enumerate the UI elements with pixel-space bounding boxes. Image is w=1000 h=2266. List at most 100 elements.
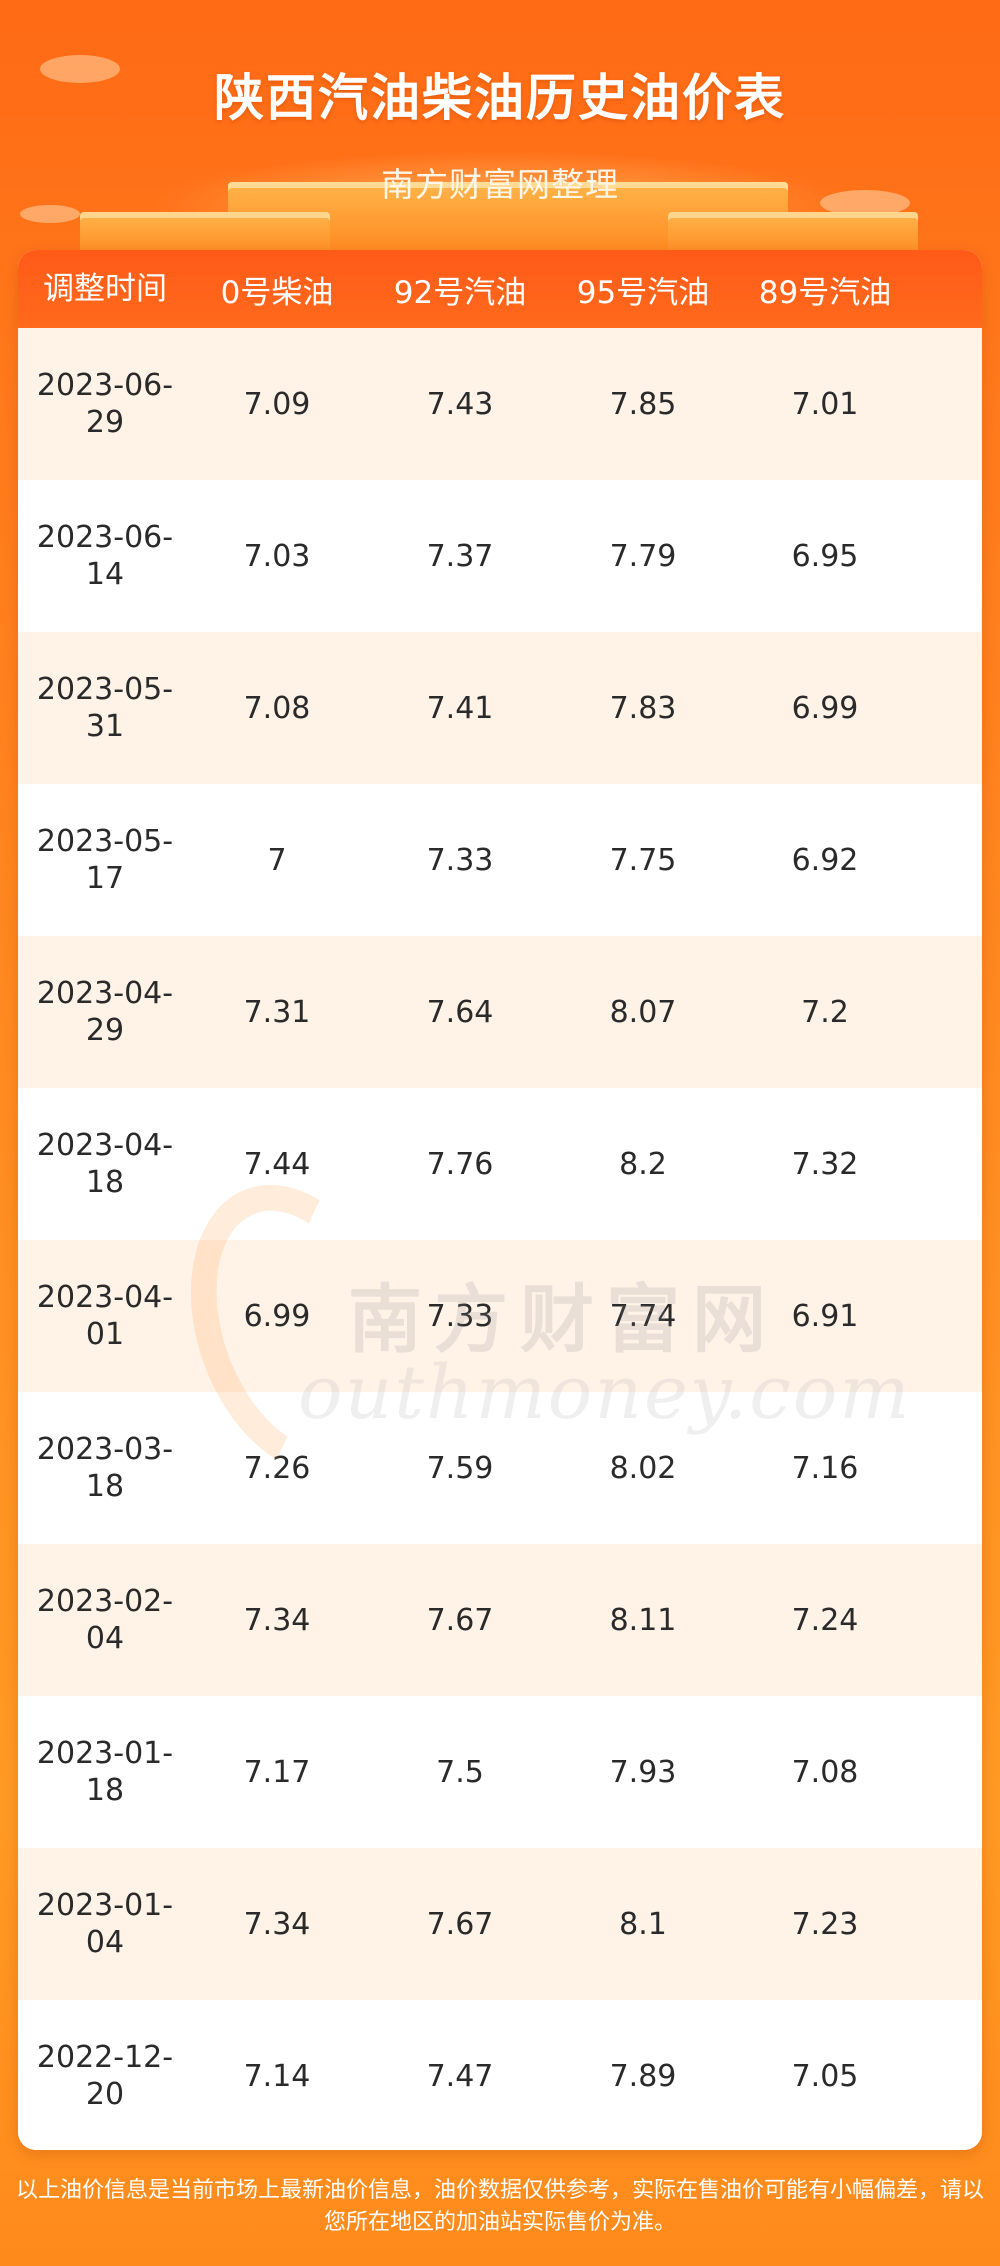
- cell-date: 2023-01- 04: [18, 1887, 186, 1961]
- cell-gas-92: 7.43: [426, 386, 494, 422]
- table-row: 2023-02- 04 7.34 7.67 8.11 7.24: [18, 1544, 982, 1696]
- header-gas-95: 95号汽油: [576, 274, 710, 311]
- cell-date: 2023-05- 17: [18, 823, 186, 897]
- cell-gas-92: 7.37: [426, 538, 494, 574]
- table-row: 2022-12- 20 7.14 7.47 7.89 7.05: [18, 2000, 982, 2150]
- disclaimer-note: 以上油价信息是当前市场上最新油价信息，油价数据仅供参考，实际在售油价可能有小幅偏…: [15, 2178, 984, 2235]
- table-body: 2023-06- 29 7.09 7.43 7.85 7.01 2023-06- 14 7.03…: [18, 328, 982, 2150]
- cell-date-part1: 2023-05-: [36, 824, 174, 859]
- cell-date: 2023-02- 04: [18, 1583, 186, 1657]
- cell-date-part1: 2023-06-: [36, 520, 174, 555]
- cell-gas-89: 7.16: [791, 1450, 859, 1486]
- cell-diesel-0: 7.26: [243, 1450, 311, 1486]
- page-title: 陕西汽油柴油历史油价表: [214, 69, 786, 127]
- cell-gas-95: 7.85: [609, 386, 677, 422]
- header-gas-89: 89号汽油: [758, 274, 892, 311]
- cell-date: 2023-06- 14: [18, 519, 186, 593]
- cell-date: 2023-04- 18: [18, 1127, 186, 1201]
- cell-date-part2: 17: [85, 861, 125, 896]
- cell-gas-89: 7.05: [791, 2058, 859, 2094]
- cell-date-part1: 2023-04-: [36, 976, 174, 1011]
- table-row: 2023-03- 18 7.26 7.59 8.02 7.16: [18, 1392, 982, 1544]
- cell-date-part2: 01: [85, 1317, 125, 1352]
- table-row: 2023-01- 18 7.17 7.5 7.93 7.08: [18, 1696, 982, 1848]
- cell-date-part1: 2023-01-: [36, 1888, 174, 1923]
- cell-date-part2: 14: [85, 557, 125, 592]
- cell-date-part2: 31: [85, 709, 125, 744]
- cell-gas-95: 7.83: [609, 690, 677, 726]
- cell-date-part1: 2023-04-: [36, 1128, 174, 1163]
- cell-gas-92: 7.59: [426, 1450, 494, 1486]
- cell-gas-95: 7.75: [609, 842, 677, 878]
- table-row: 2023-05- 31 7.08 7.41 7.83 6.99: [18, 632, 982, 784]
- cell-date-part1: 2023-01-: [36, 1736, 174, 1771]
- page-subtitle: 南方财富网整理: [381, 165, 619, 204]
- cell-gas-95: 8.1: [619, 1906, 667, 1942]
- cell-diesel-0: 6.99: [243, 1298, 311, 1334]
- table-row: 2023-04- 29 7.31 7.64 8.07 7.2: [18, 936, 982, 1088]
- cell-date-part2: 29: [85, 405, 125, 440]
- cell-diesel-0: 7.17: [243, 1754, 311, 1790]
- header-gas-92: 92号汽油: [393, 274, 527, 311]
- cell-gas-89: 7.24: [791, 1602, 859, 1638]
- cell-gas-89: 7.08: [791, 1754, 859, 1790]
- cell-diesel-0: 7.34: [243, 1602, 311, 1638]
- cell-gas-92: 7.33: [426, 842, 494, 878]
- cell-gas-89: 6.91: [791, 1298, 859, 1334]
- cell-gas-89: 7.23: [791, 1906, 859, 1942]
- cell-date: 2023-06- 29: [18, 367, 186, 441]
- cell-date: 2023-05- 31: [18, 671, 186, 745]
- cell-date: 2023-04- 29: [18, 975, 186, 1049]
- cell-diesel-0: 7.09: [243, 386, 311, 422]
- cell-gas-95: 7.89: [609, 2058, 677, 2094]
- cell-gas-92: 7.41: [426, 690, 494, 726]
- cell-diesel-0: 7.14: [243, 2058, 311, 2094]
- cell-date-part2: 18: [85, 1469, 125, 1504]
- cell-date: 2023-04- 01: [18, 1279, 186, 1353]
- cell-diesel-0: 7.34: [243, 1906, 311, 1942]
- table-row: 2023-04- 01 6.99 7.33 7.74 6.91: [18, 1240, 982, 1392]
- cell-gas-95: 8.02: [609, 1450, 677, 1486]
- cloud-decoration: [820, 190, 910, 216]
- cell-diesel-0: 7.31: [243, 994, 311, 1030]
- cell-date-part2: 04: [85, 1621, 125, 1656]
- cell-date-part2: 18: [85, 1773, 125, 1808]
- price-table-card: 调整时间 0号柴油 92号汽油 95号汽油 89号汽油 2023-06- 29 7.…: [18, 250, 982, 2150]
- cell-gas-92: 7.76: [426, 1146, 494, 1182]
- podium-decoration: [668, 212, 918, 257]
- header-date: 调整时间: [43, 270, 167, 307]
- cloud-decoration: [20, 205, 80, 223]
- cell-gas-92: 7.33: [426, 1298, 494, 1334]
- cell-diesel-0: 7.08: [243, 690, 311, 726]
- cell-date-part1: 2023-03-: [36, 1432, 174, 1467]
- podium-decoration: [80, 212, 330, 257]
- table-row: 2023-05- 17 7 7.33 7.75 6.92: [18, 784, 982, 936]
- cell-date-part1: 2023-04-: [36, 1280, 174, 1315]
- cell-date-part1: 2023-05-: [36, 672, 174, 707]
- cell-gas-89: 7.01: [791, 386, 859, 422]
- cell-date: 2023-01- 18: [18, 1735, 186, 1809]
- cell-date-part1: 2023-02-: [36, 1584, 174, 1619]
- cell-date-part2: 29: [85, 1013, 125, 1048]
- cell-gas-92: 7.67: [426, 1602, 494, 1638]
- cell-gas-89: 6.99: [791, 690, 859, 726]
- cell-gas-89: 6.92: [791, 842, 859, 878]
- cell-date: 2022-12- 20: [18, 2039, 186, 2113]
- cell-gas-95: 7.74: [609, 1298, 677, 1334]
- cell-date-part1: 2022-12-: [36, 2040, 174, 2075]
- cell-date-part1: 2023-06-: [36, 368, 174, 403]
- cell-date-part2: 18: [85, 1165, 125, 1200]
- cell-date-part2: 20: [85, 2077, 125, 2112]
- cell-diesel-0: 7.03: [243, 538, 311, 574]
- cell-gas-92: 7.47: [426, 2058, 494, 2094]
- table-header: 调整时间 0号柴油 92号汽油 95号汽油 89号汽油: [18, 250, 982, 328]
- cell-gas-92: 7.64: [426, 994, 494, 1030]
- cell-date: 2023-03- 18: [18, 1431, 186, 1505]
- hero-banner: [0, 0, 1000, 260]
- cell-gas-89: 6.95: [791, 538, 859, 574]
- header-diesel-0: 0号柴油: [220, 274, 334, 311]
- cell-gas-95: 8.2: [619, 1146, 667, 1182]
- cell-gas-95: 8.11: [609, 1602, 677, 1638]
- cell-gas-95: 7.79: [609, 538, 677, 574]
- cell-gas-92: 7.5: [436, 1754, 484, 1790]
